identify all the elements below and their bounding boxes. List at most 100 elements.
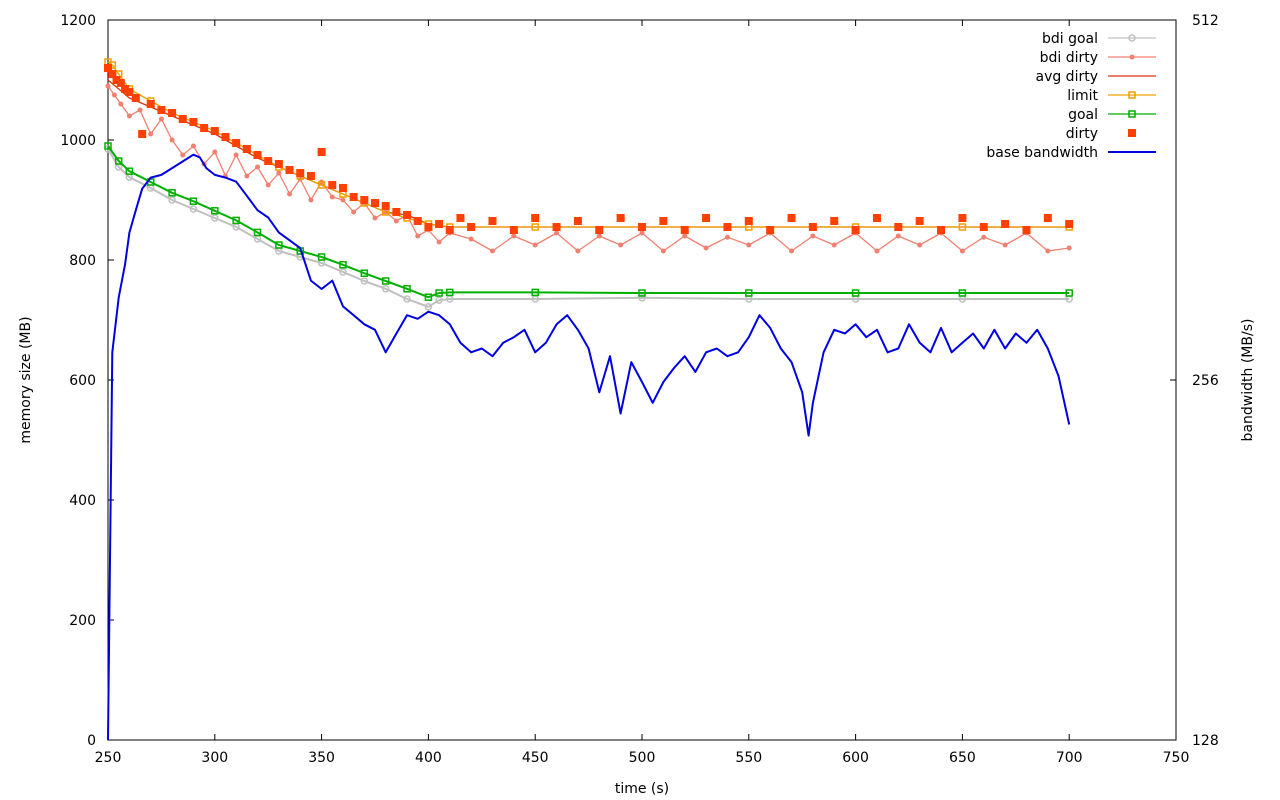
data-point-bdi-dirty xyxy=(917,242,923,248)
data-point-goal xyxy=(531,288,539,297)
data-point-bdi-dirty xyxy=(329,194,335,200)
series-line-bdi-goal xyxy=(107,148,1070,308)
data-point-dirty xyxy=(306,172,315,180)
data-point-goal xyxy=(253,228,262,237)
legend-label: dirty xyxy=(1066,126,1098,142)
x-tick-label: 550 xyxy=(735,750,762,766)
data-point-dirty xyxy=(851,226,860,234)
data-point-goal xyxy=(424,293,433,301)
data-point-dirty xyxy=(392,208,401,216)
data-point-bdi-dirty xyxy=(511,233,517,239)
data-point-goal xyxy=(958,289,967,297)
x-tick-label: 650 xyxy=(949,750,976,766)
data-point-dirty xyxy=(360,196,369,204)
series-line-bdi-dirty xyxy=(107,85,1070,252)
data-point-dirty xyxy=(872,214,881,222)
data-point-bdi-dirty xyxy=(118,101,124,107)
x-tick-label: 600 xyxy=(842,750,869,766)
data-point-bdi-dirty xyxy=(287,191,293,197)
data-point-bdi-dirty xyxy=(255,164,261,170)
data-point-dirty xyxy=(264,157,273,165)
data-point-dirty xyxy=(296,169,305,177)
data-point-bdi-dirty xyxy=(180,152,186,158)
plot-area xyxy=(104,58,1074,741)
data-point-bdi-dirty xyxy=(351,209,357,215)
data-point-bdi-dirty xyxy=(703,245,709,251)
data-point-bdi-goal xyxy=(435,296,443,304)
data-point-goal xyxy=(232,216,240,225)
data-point-dirty xyxy=(552,223,561,231)
data-point-dirty xyxy=(178,115,187,123)
series-avg-dirty xyxy=(107,79,1070,228)
data-point-bdi-dirty xyxy=(532,242,538,248)
data-point-dirty xyxy=(338,184,347,192)
x-tick-label: 400 xyxy=(415,750,442,766)
series-dirty xyxy=(104,64,1074,234)
legend-label: bdi dirty xyxy=(1040,50,1098,66)
data-point-dirty xyxy=(573,217,582,225)
series-line-goal xyxy=(107,145,1070,299)
data-point-dirty xyxy=(274,160,283,168)
data-point-dirty xyxy=(138,130,147,138)
data-point-bdi-dirty xyxy=(265,182,271,188)
data-point-goal xyxy=(638,289,646,297)
data-point-bdi-dirty xyxy=(831,242,837,248)
data-point-goal xyxy=(317,253,326,261)
legend-marker xyxy=(1128,91,1136,99)
legend-label: avg dirty xyxy=(1035,69,1098,85)
data-point-bdi-dirty xyxy=(212,149,218,155)
x-axis-label: time (s) xyxy=(615,781,669,797)
data-point-bdi-dirty xyxy=(415,233,421,239)
x-tick-label: 750 xyxy=(1163,750,1190,766)
data-point-bdi-goal xyxy=(339,268,347,276)
data-point-dirty xyxy=(435,220,444,228)
y2-tick-label: 512 xyxy=(1192,13,1219,29)
data-point-dirty xyxy=(125,88,134,96)
data-point-bdi-dirty xyxy=(169,137,175,143)
data-point-dirty xyxy=(595,226,604,234)
data-point-bdi-goal xyxy=(211,214,219,222)
data-point-dirty xyxy=(808,223,817,231)
data-point-dirty xyxy=(146,100,155,108)
data-point-bdi-dirty xyxy=(618,242,624,248)
data-point-dirty xyxy=(381,202,390,210)
data-point-dirty xyxy=(1022,226,1031,234)
x-tick-label: 450 xyxy=(522,750,549,766)
data-point-bdi-goal xyxy=(381,285,390,293)
data-point-dirty xyxy=(221,133,230,141)
data-point-dirty xyxy=(253,151,262,159)
data-point-dirty xyxy=(317,148,326,156)
data-point-bdi-dirty xyxy=(639,230,645,236)
legend-label: goal xyxy=(1068,107,1098,123)
data-point-bdi-dirty xyxy=(724,234,730,240)
data-point-dirty xyxy=(915,217,924,225)
data-point-bdi-dirty xyxy=(105,83,111,89)
y2-tick-label: 128 xyxy=(1192,733,1219,749)
data-point-limit xyxy=(958,223,967,231)
data-point-dirty xyxy=(104,64,112,72)
data-point-dirty xyxy=(121,85,130,93)
data-point-goal xyxy=(189,197,198,205)
data-point-dirty xyxy=(424,223,433,231)
data-point-dirty xyxy=(531,214,540,222)
data-point-dirty xyxy=(189,118,198,126)
data-point-dirty xyxy=(242,145,251,153)
data-point-limit xyxy=(531,223,539,231)
y-tick-label: 0 xyxy=(87,733,96,749)
data-point-bdi-dirty xyxy=(1045,248,1051,254)
data-point-dirty xyxy=(403,211,412,219)
data-point-bdi-dirty xyxy=(1002,242,1008,248)
legend-label: base bandwidth xyxy=(986,145,1098,161)
data-point-dirty xyxy=(638,223,646,231)
legend-marker xyxy=(1128,34,1136,42)
data-point-bdi-dirty xyxy=(190,143,196,149)
data-point-goal xyxy=(114,157,123,165)
data-point-goal xyxy=(745,289,753,297)
data-point-bdi-dirty xyxy=(981,234,987,240)
data-point-dirty xyxy=(723,223,732,231)
legend-marker xyxy=(1128,129,1136,137)
data-point-bdi-dirty xyxy=(340,197,346,203)
data-point-bdi-dirty xyxy=(276,170,282,176)
data-point-bdi-dirty xyxy=(436,239,442,245)
